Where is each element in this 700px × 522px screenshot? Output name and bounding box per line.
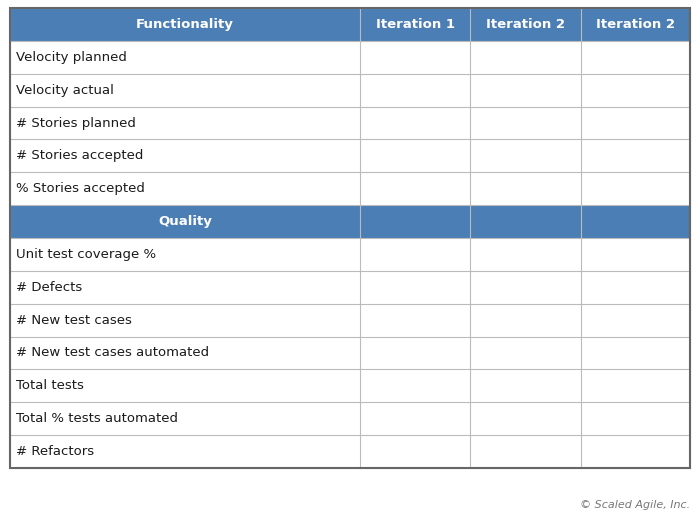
Bar [580,304,690,337]
Bar [580,435,690,468]
Bar [470,106,580,139]
Text: Total tests: Total tests [16,379,84,393]
Bar [10,238,360,271]
Text: Iteration 2: Iteration 2 [596,18,675,31]
Bar [10,304,360,337]
Bar [10,74,360,106]
Bar [10,41,360,74]
Bar [470,337,580,370]
Text: # Stories planned: # Stories planned [16,116,136,129]
Bar [10,139,360,172]
Bar [360,238,470,271]
Bar [10,205,360,238]
Bar [580,271,690,304]
Bar [360,435,470,468]
Bar [360,41,470,74]
Bar [470,402,580,435]
Bar [470,172,580,205]
Text: Velocity planned: Velocity planned [16,51,127,64]
Text: Quality: Quality [158,215,212,228]
Bar [360,139,470,172]
Bar [360,370,470,402]
Bar [580,41,690,74]
Bar [580,402,690,435]
Text: Iteration 1: Iteration 1 [376,18,455,31]
Bar [360,8,470,41]
Bar [10,337,360,370]
Bar [580,139,690,172]
Bar [360,106,470,139]
Bar [10,106,360,139]
Bar [360,304,470,337]
Text: Unit test coverage %: Unit test coverage % [16,248,156,261]
Bar [470,304,580,337]
Bar [10,271,360,304]
Bar [470,8,580,41]
Bar [10,370,360,402]
Text: # Refactors: # Refactors [16,445,94,458]
Bar [470,139,580,172]
Text: # Defects: # Defects [16,281,83,294]
Text: # New test cases automated: # New test cases automated [16,347,209,360]
Bar [360,74,470,106]
Bar [580,205,690,238]
Bar [470,205,580,238]
Text: Total % tests automated: Total % tests automated [16,412,178,425]
Bar [580,106,690,139]
Bar [470,74,580,106]
Bar [10,435,360,468]
Text: Functionality: Functionality [136,18,234,31]
Text: © Scaled Agile, Inc.: © Scaled Agile, Inc. [580,500,690,510]
Text: Iteration 2: Iteration 2 [486,18,565,31]
Bar [470,238,580,271]
Text: % Stories accepted: % Stories accepted [16,182,145,195]
Text: # Stories accepted: # Stories accepted [16,149,144,162]
Bar [360,172,470,205]
Bar [10,8,360,41]
Bar [10,402,360,435]
Bar [470,41,580,74]
Bar [360,337,470,370]
Bar [580,370,690,402]
Bar [580,74,690,106]
Bar [580,8,690,41]
Text: # New test cases: # New test cases [16,314,132,327]
Bar [470,435,580,468]
Bar [10,8,690,468]
Bar [470,370,580,402]
Bar [360,205,470,238]
Bar [470,271,580,304]
Bar [580,337,690,370]
Bar [580,238,690,271]
Bar [580,172,690,205]
Bar [360,271,470,304]
Text: Velocity actual: Velocity actual [16,84,114,97]
Bar [10,172,360,205]
Bar [360,402,470,435]
